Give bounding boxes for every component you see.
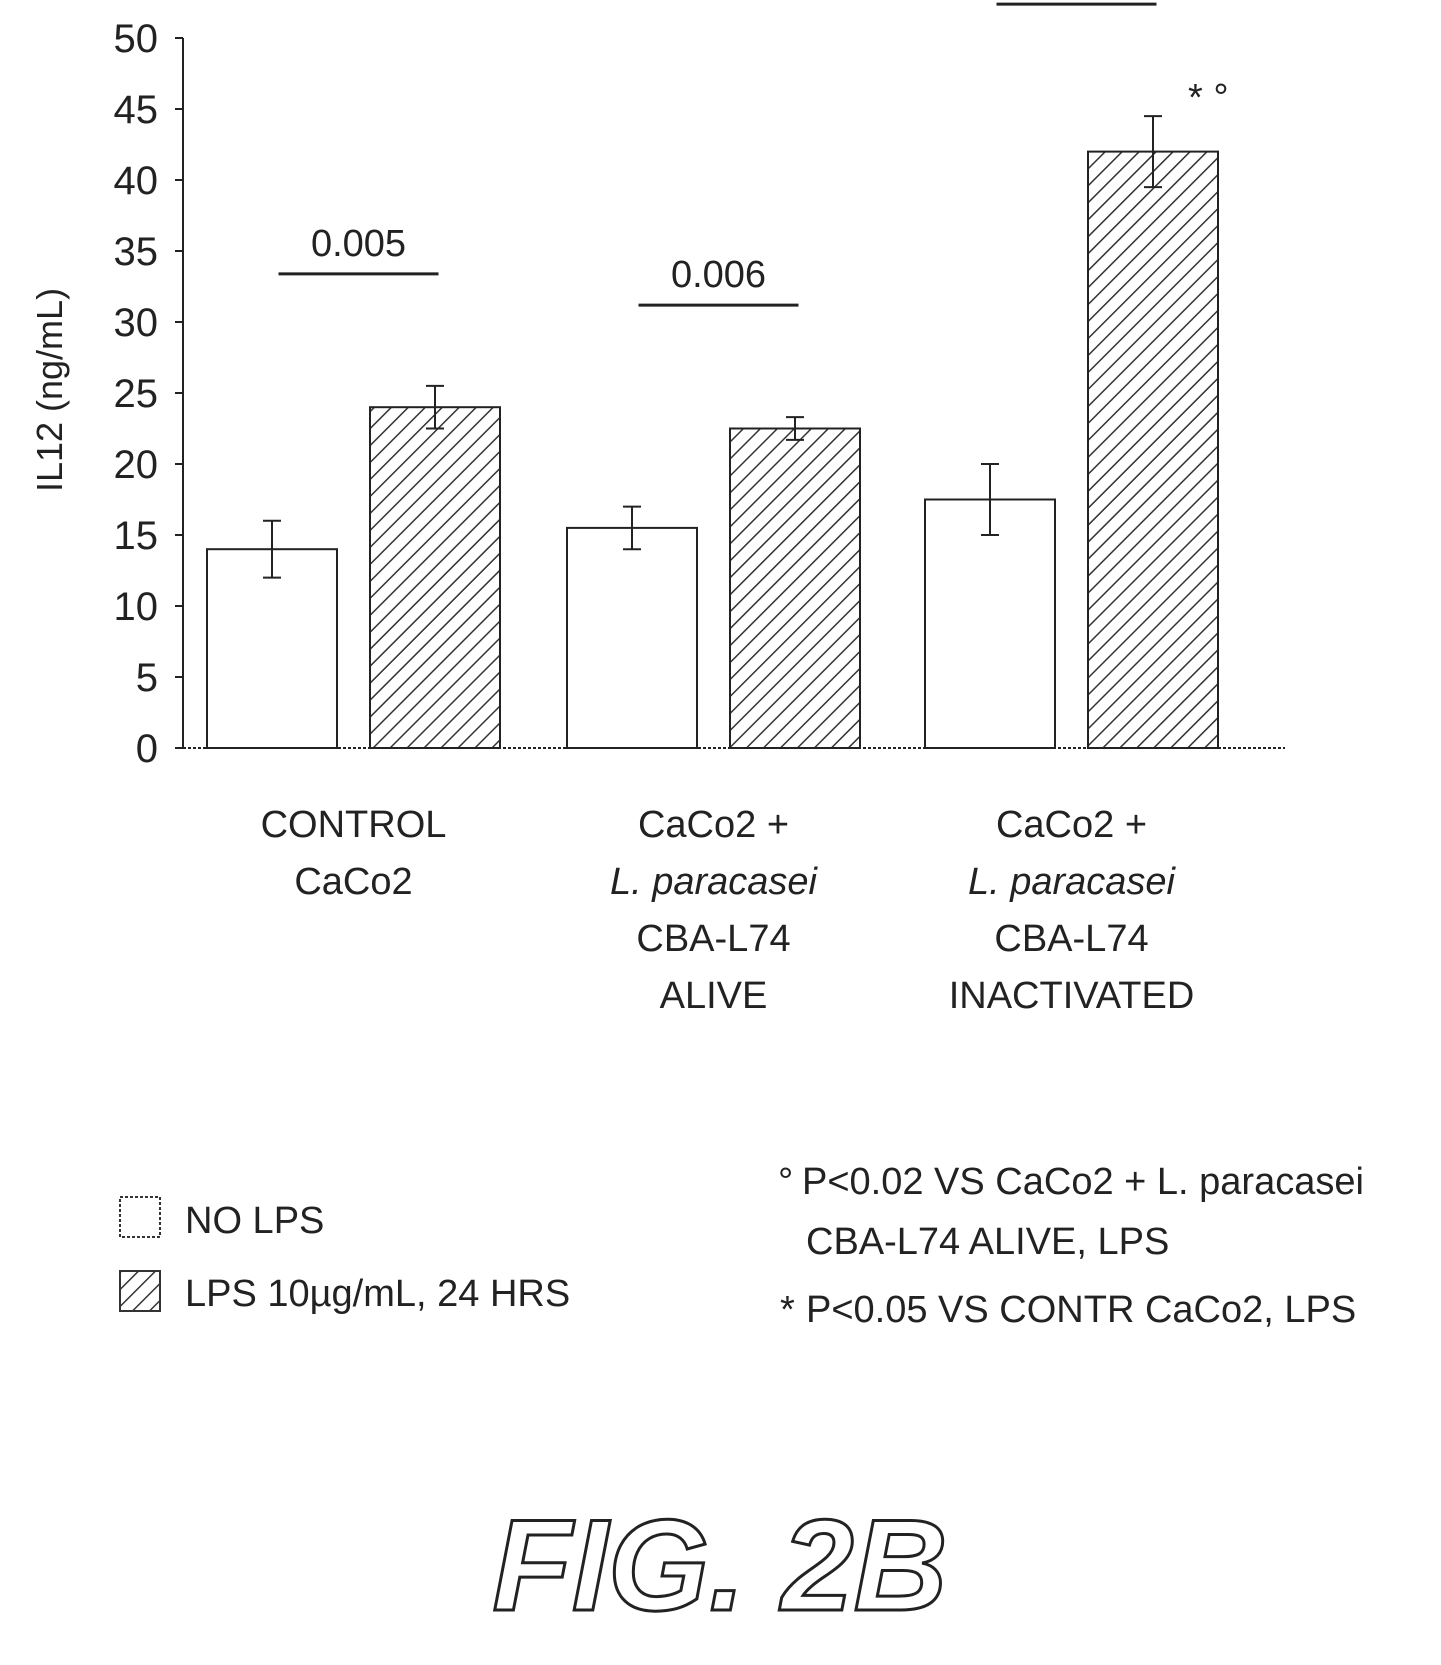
- category-label-line: CBA-L74: [636, 918, 790, 960]
- footnotes: ° P<0.02 VS CaCo2 + L. paracasei CBA-L74…: [778, 1161, 1364, 1331]
- category-label-line: CaCo2 +: [996, 804, 1147, 846]
- legend-label-no-lps: NO LPS: [185, 1200, 324, 1242]
- legend-label-lps: LPS 10µg/mL, 24 HRS: [185, 1273, 570, 1315]
- y-tick-label: 40: [114, 159, 159, 203]
- category-label-line: L. paracasei: [968, 861, 1177, 903]
- y-axis-ticks: 0 5 10 15 20 25 30 35 40 45 50: [114, 17, 183, 771]
- category-label-line: L. paracasei: [610, 861, 819, 903]
- y-tick-label: 35: [114, 230, 159, 274]
- legend-swatch-lps: [119, 1270, 161, 1312]
- footnote-text-star: P<0.05 VS CONTR CaCo2, LPS: [806, 1289, 1356, 1331]
- bar-lps: [369, 406, 501, 749]
- legend: NO LPS LPS 10µg/mL, 24 HRS: [119, 1196, 570, 1315]
- category-labels: CONTROL CaCo2 CaCo2 + L. paracasei CBA-L74 AL…: [261, 804, 1195, 1017]
- y-tick-label: 25: [114, 372, 159, 416]
- footnote-text-degree: P<0.02 VS CaCo2 + L. paracasei: [802, 1161, 1364, 1203]
- category-label-line: ALIVE: [660, 975, 768, 1017]
- footnote-symbol-star: *: [780, 1289, 795, 1331]
- legend-swatch-no-lps: [119, 1196, 161, 1238]
- significance-marks: * °: [1188, 77, 1229, 119]
- bar-lps: [729, 427, 861, 749]
- category-label-line: INACTIVATED: [949, 975, 1195, 1017]
- y-tick-label: 50: [114, 17, 159, 61]
- bars: [206, 115, 1219, 750]
- category-label-line: CONTROL: [261, 804, 447, 846]
- y-tick-label: 45: [114, 88, 159, 132]
- p-value-label: 0.006: [671, 254, 766, 296]
- footnote-symbol-degree: °: [778, 1161, 793, 1203]
- category-label-line: CaCo2 +: [638, 804, 789, 846]
- y-tick-label: 5: [136, 656, 158, 700]
- figure-title: FIG. 2B: [492, 1492, 947, 1638]
- y-tick-label: 0: [136, 727, 158, 771]
- footnote-continuation-degree: CBA-L74 ALIVE, LPS: [806, 1221, 1169, 1263]
- bar-no-lps: [924, 498, 1056, 749]
- y-tick-label: 20: [114, 443, 159, 487]
- bar-no-lps: [206, 548, 338, 750]
- y-axis-label: IL12 (ng/mL): [29, 288, 70, 492]
- bar-lps: [1087, 150, 1219, 750]
- y-tick-label: 10: [114, 585, 159, 629]
- category-label-line: CaCo2: [294, 861, 412, 903]
- y-tick-label: 30: [114, 301, 159, 345]
- category-label-line: CBA-L74: [994, 918, 1148, 960]
- bar-no-lps: [566, 526, 698, 750]
- y-tick-label: 15: [114, 514, 159, 558]
- p-value-label: 0.005: [311, 223, 406, 265]
